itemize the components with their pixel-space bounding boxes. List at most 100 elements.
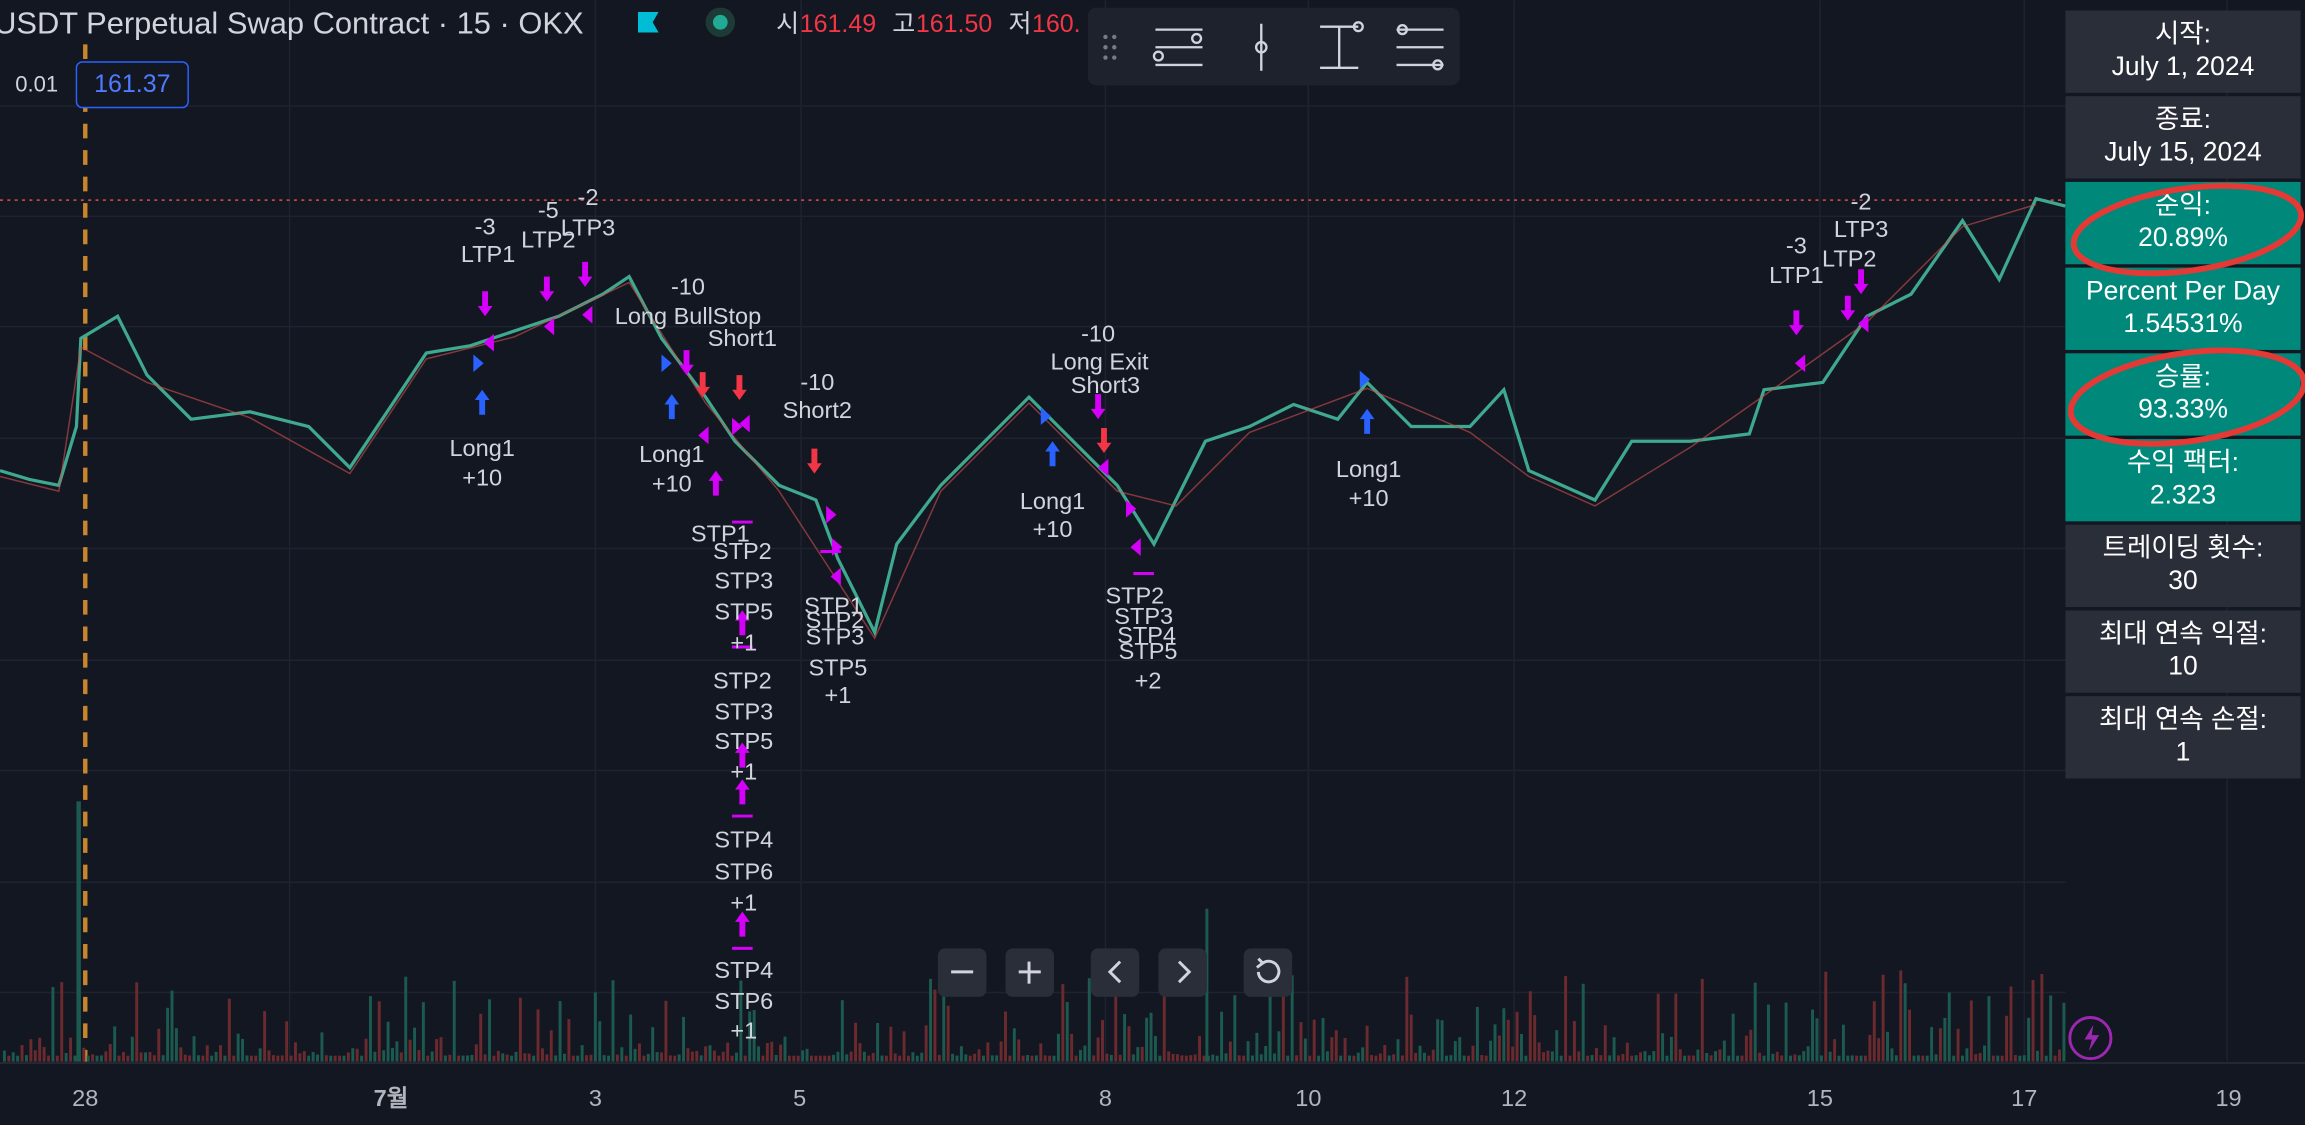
stats-value: 2.323: [2150, 479, 2216, 509]
entry-arrow: [735, 779, 750, 805]
volume-bar: [660, 1052, 663, 1062]
volume-bar: [787, 1055, 791, 1062]
volume-bar: [2040, 973, 2044, 1062]
volume-bar: [2005, 1015, 2009, 1062]
tool-range[interactable]: [1320, 21, 1364, 70]
zoom-out-button[interactable]: [937, 948, 987, 997]
volume-bar: [219, 1045, 222, 1062]
trade-label: -5: [538, 197, 559, 223]
tool-settings[interactable]: [1396, 24, 1444, 71]
volume-bar: [1850, 1055, 1854, 1062]
volume-bar: [214, 1051, 218, 1062]
volume-bar: [1480, 1055, 1484, 1062]
x-tick-label: 19: [2215, 1085, 2241, 1111]
volume-bar: [1308, 1055, 1312, 1062]
volume-bar: [47, 1055, 50, 1062]
zoom-in-button[interactable]: [1005, 948, 1055, 997]
volume-bar: [413, 1027, 417, 1062]
volume-bar: [241, 1038, 245, 1062]
trade-label: LTP3: [1834, 216, 1888, 242]
volume-bar: [249, 1055, 253, 1062]
volume-bar: [765, 1043, 769, 1062]
volume-bar: [739, 980, 743, 1062]
volume-bar: [1978, 1052, 1982, 1062]
highlight-circle: [2070, 182, 2305, 277]
volume-bar: [1696, 1049, 1700, 1062]
volume-bar: [1021, 1055, 1025, 1062]
trade-label: STP3: [1114, 603, 1173, 629]
volume-bar: [1921, 1055, 1925, 1062]
stats-value: 1: [2176, 736, 2191, 766]
volume-bar: [1740, 1055, 1744, 1062]
volume-bar: [1753, 982, 1757, 1062]
volume-bar: [161, 1055, 165, 1062]
volume-bar: [144, 1052, 148, 1062]
volume-bar: [558, 1001, 562, 1062]
volume-bar: [576, 1055, 580, 1062]
exit-arrow: [1853, 269, 1869, 295]
volume-bar: [677, 1054, 681, 1062]
volume-bar: [1802, 1051, 1806, 1062]
volume-bar: [1766, 1004, 1770, 1062]
stats-cell: [2065, 96, 2301, 179]
volume-bar: [1056, 1033, 1060, 1062]
volume-bar: [1833, 1039, 1837, 1062]
volume-bar: [593, 992, 597, 1062]
volume-bar: [364, 1038, 368, 1062]
scroll-right-button[interactable]: [1158, 948, 1207, 997]
tool-long-position[interactable]: [1152, 28, 1203, 67]
reset-button[interactable]: [1243, 948, 1293, 997]
volume-bar: [920, 1052, 924, 1062]
signal-triangle: [698, 426, 709, 445]
volume-bar: [1956, 1028, 1960, 1062]
trade-label: +1: [730, 1017, 757, 1043]
volume-bar: [1912, 1055, 1916, 1062]
tool-vertical[interactable]: [1254, 23, 1268, 71]
volume-bar: [311, 1052, 315, 1062]
volume-bar: [1877, 1038, 1881, 1062]
volume-bar: [7, 1055, 11, 1062]
volume-bar: [33, 1050, 37, 1062]
volume-bar: [959, 1046, 963, 1062]
volume-bar: [999, 1041, 1003, 1062]
volume-bar: [1101, 1020, 1104, 1062]
volume-bar: [1771, 1053, 1775, 1062]
volume-bar: [1599, 1055, 1603, 1062]
volume-bar: [814, 1055, 818, 1062]
signal-triangle: [1794, 354, 1806, 373]
volume-bar: [51, 987, 55, 1062]
volume-bar: [1550, 1051, 1554, 1062]
volume-bar: [1378, 1053, 1382, 1062]
volume-bar: [1400, 1055, 1404, 1062]
volume-bar: [496, 1050, 500, 1062]
alert-button[interactable]: [2068, 1016, 2113, 1061]
volume-bar: [64, 1052, 68, 1062]
volume-bar: [82, 1047, 86, 1062]
volume-bar: [801, 1050, 805, 1062]
volume-bar: [1149, 1012, 1153, 1062]
volume-bar: [840, 1000, 844, 1062]
volume-bar: [1555, 1030, 1559, 1062]
volume-bar: [1868, 1034, 1872, 1062]
volume-bar: [29, 1039, 33, 1062]
volume-bar: [615, 1054, 619, 1062]
exit-arrow: [539, 276, 555, 302]
volume-bar: [126, 1055, 130, 1062]
volume-bar: [130, 1036, 134, 1062]
entry-arrow: [735, 742, 750, 768]
volume-bar: [836, 1051, 840, 1062]
x-tick-label: 12: [1501, 1085, 1527, 1111]
scroll-left-button[interactable]: [1090, 948, 1140, 997]
volume-bar: [20, 1045, 24, 1062]
volume-bar: [492, 1055, 496, 1062]
stats-value: 10: [2168, 651, 2197, 681]
volume-bar: [1533, 1015, 1537, 1062]
volume-bar: [60, 982, 64, 1062]
volume-bar: [1114, 983, 1118, 1062]
volume-bar: [704, 1046, 708, 1062]
volume-bar: [1312, 1019, 1316, 1062]
volume-bar: [139, 1052, 143, 1062]
volume-bar: [227, 998, 231, 1062]
trade-label: STP2: [1105, 582, 1164, 608]
